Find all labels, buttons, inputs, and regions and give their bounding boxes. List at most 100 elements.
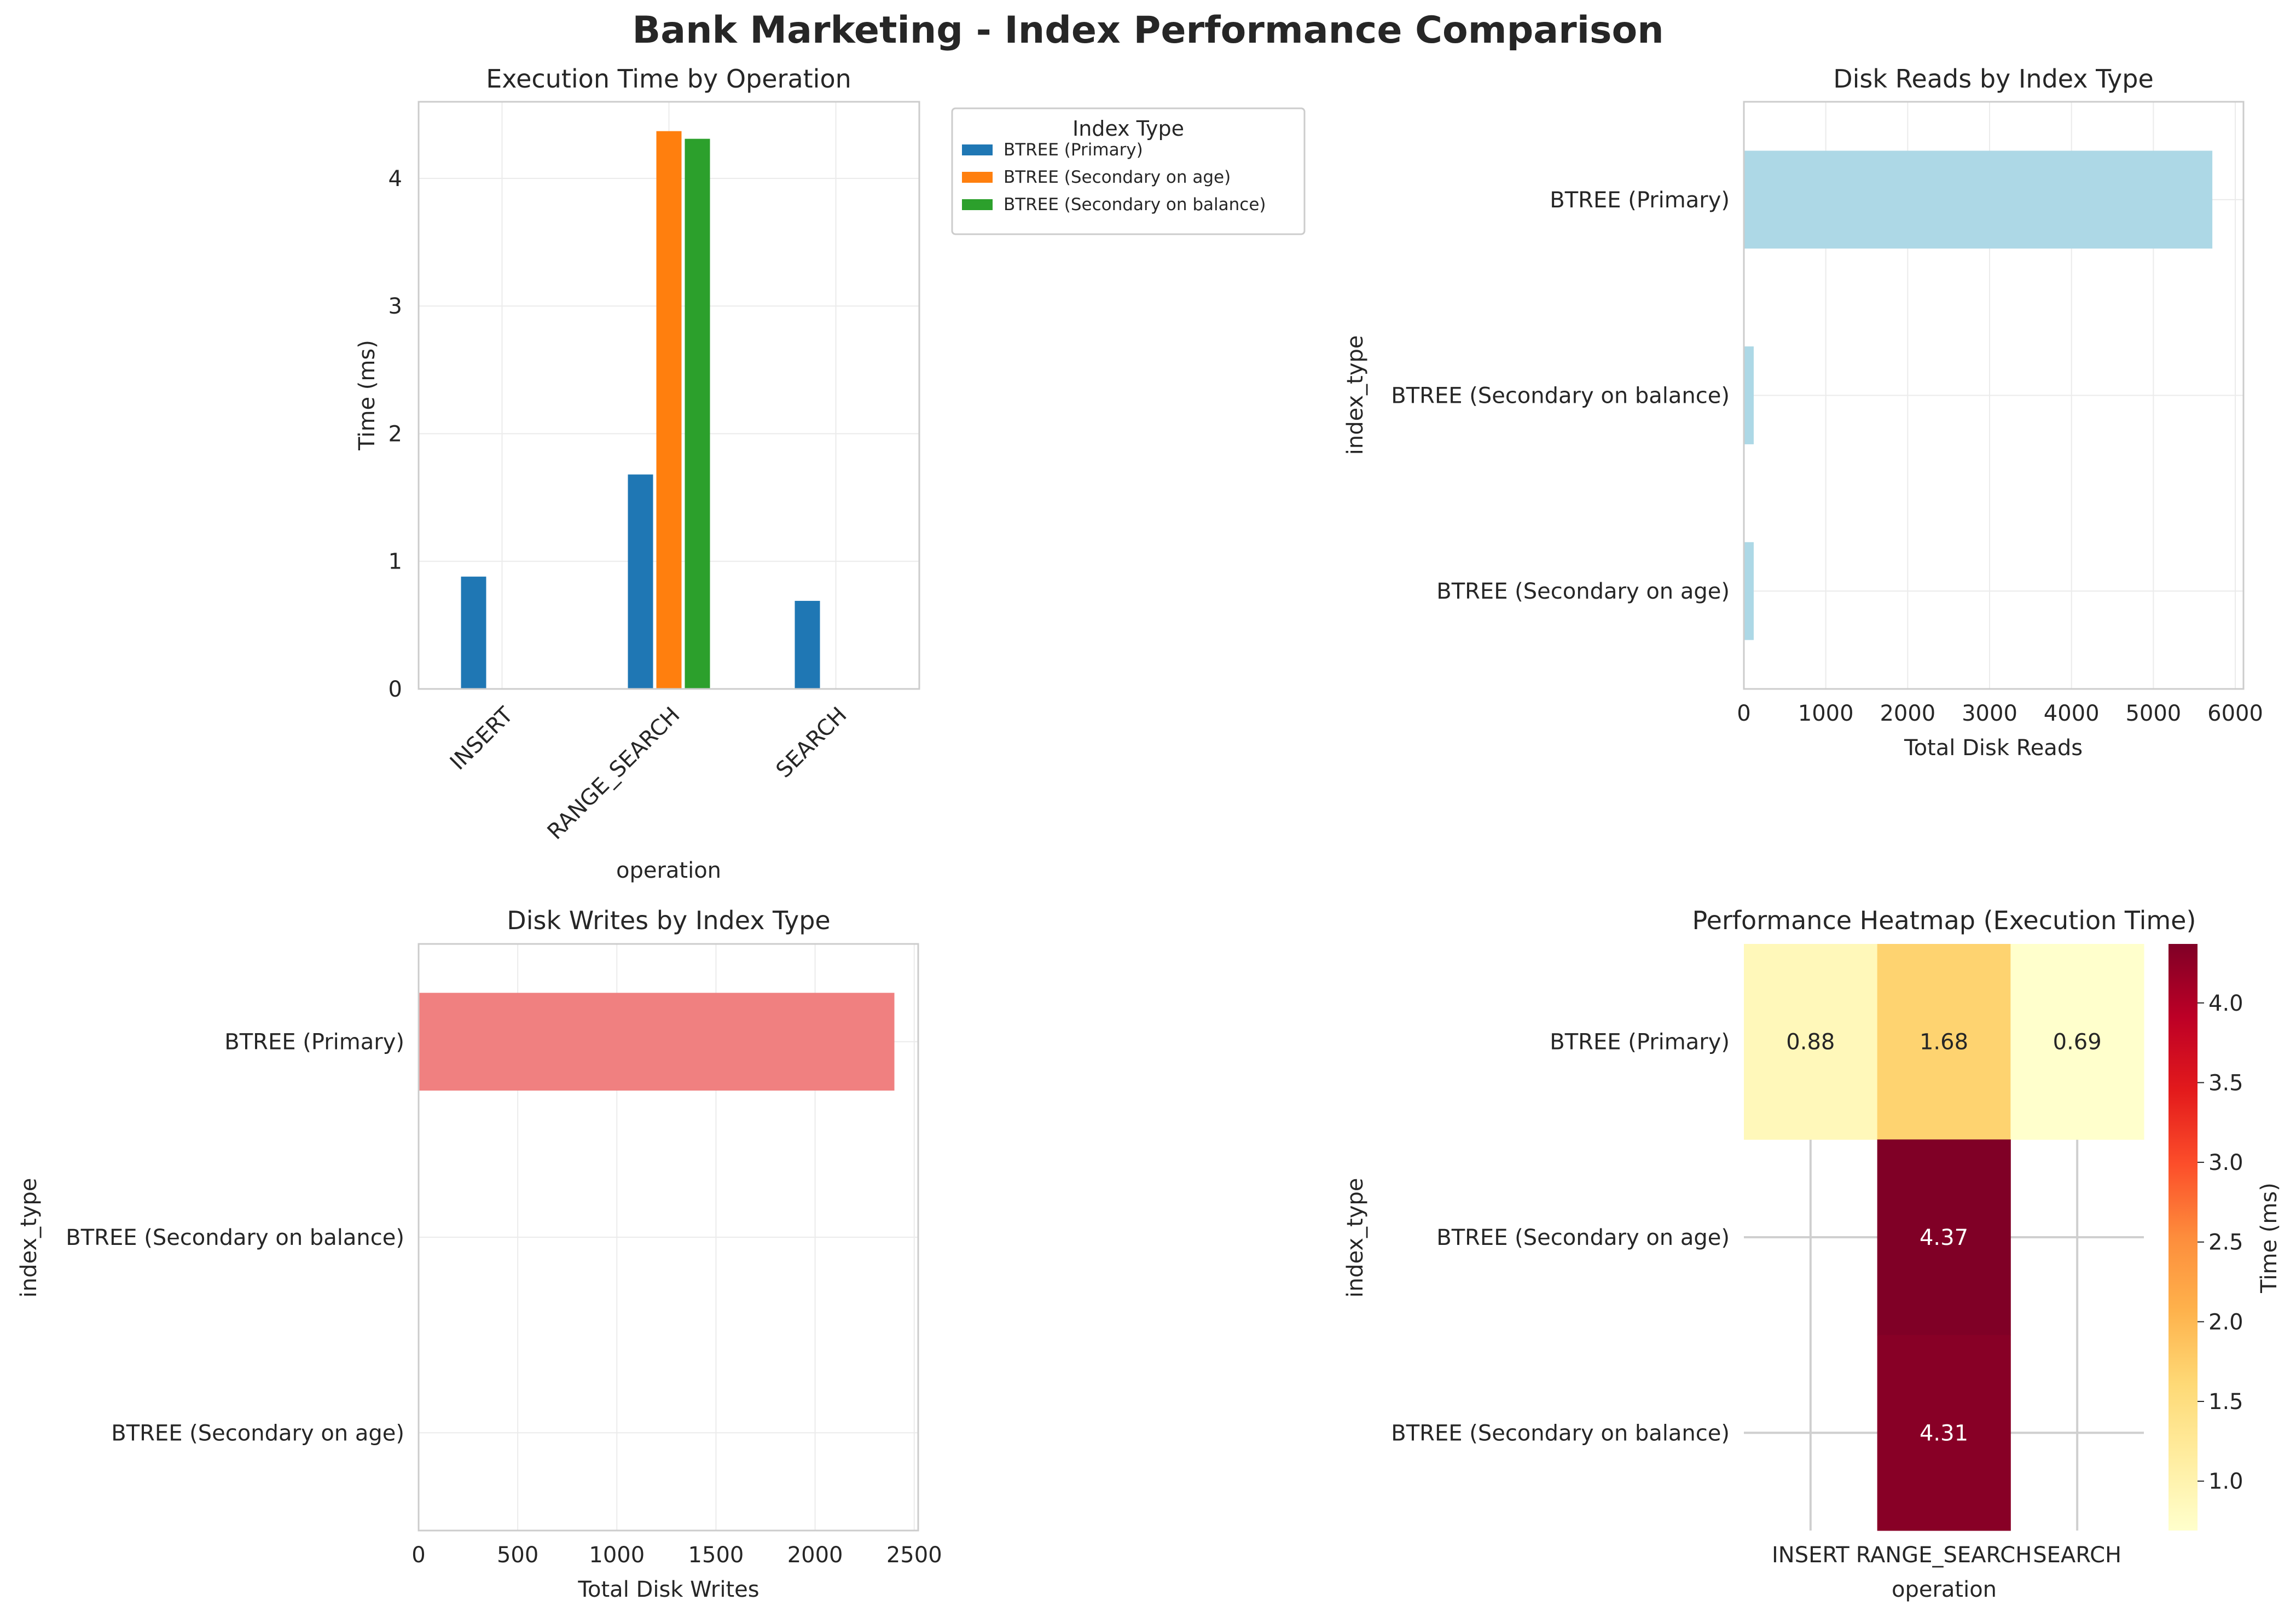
exec-y-tick-label: 2: [389, 421, 402, 447]
exec-bar: [628, 474, 653, 689]
writes-y-axis-label: index_type: [16, 1178, 42, 1298]
exec-bars: [461, 131, 820, 689]
reads-bar: [1744, 150, 2213, 249]
reads-bars: [1744, 150, 2213, 640]
reads-y-ticks: BTREE (Primary) BTREE (Secondary on balan…: [1391, 188, 1730, 604]
heat-x-ticks: INSERT RANGE_SEARCH SEARCH: [1772, 1543, 2121, 1568]
heat-colorbar-label: Time (ms): [2257, 1183, 2282, 1294]
writes-axes-frame: [418, 943, 919, 1532]
heat-cell-value: 0.69: [2053, 1030, 2102, 1055]
exec-title: Execution Time by Operation: [486, 64, 851, 94]
exec-panel: 0 1 2 3 4 INSERT RANGE_SEARCH SEARCH Execution…: [355, 64, 1306, 883]
exec-legend: Index Type BTREE (Primary) BTREE (Seconda…: [951, 107, 1306, 235]
reads-x-tick-label: 5000: [2125, 701, 2181, 726]
heat-x-axis-label: operation: [1892, 1577, 1997, 1602]
reads-y-axis-label: index_type: [1343, 335, 1368, 455]
heat-panel: 0.88 1.68 0.694.374.31 BTREE (Primary)BTRE…: [1343, 906, 2282, 1602]
exec-legend-label: BTREE (Primary): [1004, 140, 1143, 160]
exec-legend-items: BTREE (Primary) BTREE (Secondary on age) B…: [962, 140, 1266, 215]
exec-y-tick-label: 3: [389, 294, 402, 319]
exec-legend-title: Index Type: [1072, 117, 1184, 141]
heat-cell-value: 0.88: [1786, 1030, 1835, 1055]
writes-x-ticks: 0 500 1000 1500 2000 2500: [411, 1543, 942, 1568]
exec-x-ticks: INSERT RANGE_SEARCH SEARCH: [445, 702, 852, 844]
writes-x-tick-label: 500: [497, 1543, 538, 1568]
heat-cell: [1877, 1139, 2011, 1336]
heat-colorbar-tick-label: 1.5: [2208, 1389, 2243, 1415]
writes-x-axis-label: Total Disk Writes: [577, 1577, 759, 1602]
heat-colorbar-tick-label: 2.5: [2208, 1230, 2243, 1255]
heat-colorbar-tick-label: 2.0: [2208, 1309, 2243, 1335]
reads-title: Disk Reads by Index Type: [1833, 64, 2154, 94]
figure-title: Bank Marketing - Index Performance Compa…: [632, 9, 1663, 52]
writes-x-tick-label: 2000: [787, 1543, 843, 1568]
exec-bar: [795, 601, 820, 689]
reads-y-tick-label: BTREE (Secondary on balance): [1391, 384, 1730, 409]
exec-y-ticks: 0 1 2 3 4: [389, 166, 402, 702]
writes-x-tick-label: 1000: [589, 1543, 645, 1568]
writes-bars: [419, 993, 895, 1091]
writes-y-ticks: BTREE (Primary) BTREE (Secondary on balan…: [66, 1030, 404, 1446]
heat-cells: 0.88 1.68 0.69 4.37 4.31: [1744, 944, 2144, 1531]
heat-colorbar-ticks: 1.0 1.5 2.0 2.5 3.0 3.5 4.0: [2198, 991, 2243, 1494]
exec-legend-swatch: [962, 144, 993, 155]
heat-y-tick-label: BTREE (Secondary on age): [1436, 1225, 1730, 1250]
writes-y-tick-label: BTREE (Secondary on age): [111, 1421, 404, 1446]
exec-legend-swatch: [962, 199, 993, 210]
exec-x-tick-label: SEARCH: [772, 703, 852, 783]
exec-legend-box: [951, 107, 1306, 235]
writes-x-tick-label: 0: [411, 1543, 425, 1568]
heat-cell: [2010, 944, 2144, 1140]
writes-title: Disk Writes by Index Type: [507, 906, 830, 935]
heat-cell: [1877, 1335, 2011, 1531]
writes-x-tick-label: 1500: [688, 1543, 744, 1568]
writes-panel: BTREE (Primary) BTREE (Secondary on balan…: [16, 906, 942, 1602]
exec-legend-label: BTREE (Secondary on age): [1004, 167, 1231, 187]
heat-colorbar-tick-label: 3.0: [2208, 1150, 2243, 1175]
exec-y-axis-label: Time (ms): [355, 340, 380, 451]
writes-y-tick-label: BTREE (Secondary on balance): [66, 1225, 404, 1250]
heat-title: Performance Heatmap (Execution Time): [1692, 906, 2196, 935]
heat-y-axis-label: index_type: [1343, 1178, 1368, 1298]
writes-y-tick-label: BTREE (Primary): [224, 1030, 404, 1055]
reads-x-axis-label: Total Disk Reads: [1904, 735, 2083, 761]
reads-bar: [1744, 346, 1754, 444]
reads-x-tick-label: 3000: [1962, 701, 2017, 726]
exec-bar: [685, 138, 710, 689]
exec-y-tick-label: 1: [389, 549, 402, 575]
exec-y-tick-label: 4: [389, 166, 402, 192]
heat-y-tick-label: BTREE (Primary): [1550, 1030, 1730, 1055]
heat-x-tick-label: INSERT: [1772, 1543, 1849, 1568]
heat-y-ticks: BTREE (Primary) BTREE (Secondary on age) B…: [1391, 1030, 1730, 1446]
reads-x-tick-label: 4000: [2044, 701, 2100, 726]
exec-x-tick-label: RANGE_SEARCH: [543, 703, 685, 845]
reads-x-tick-label: 1000: [1798, 701, 1854, 726]
reads-x-ticks: 0 1000 2000 3000 4000 5000 6000: [1737, 701, 2263, 726]
heat-y-tick-label: BTREE (Secondary on balance): [1391, 1421, 1730, 1446]
exec-y-tick-label: 0: [389, 677, 402, 702]
reads-axes-frame: [1743, 101, 2245, 690]
reads-x-tick-label: 6000: [2207, 701, 2263, 726]
reads-y-tick-label: BTREE (Secondary on age): [1436, 579, 1730, 604]
heat-cell-value: 4.31: [1920, 1421, 1968, 1446]
exec-x-tick-label: INSERT: [445, 702, 518, 775]
heat-colorbar-tick-label: 3.5: [2208, 1070, 2243, 1096]
reads-panel: BTREE (Primary) BTREE (Secondary on balan…: [1343, 64, 2263, 761]
heat-cell-value: 1.68: [1920, 1030, 1968, 1055]
heat-cell: [1877, 944, 2011, 1140]
heat-colorbar-tick-label: 4.0: [2208, 991, 2243, 1016]
exec-legend-swatch: [962, 172, 993, 183]
heat-x-tick-label: RANGE_SEARCH: [1856, 1543, 2032, 1568]
exec-x-axis-label: operation: [616, 858, 721, 883]
exec-legend-label: BTREE (Secondary on balance): [1004, 195, 1266, 215]
writes-bar: [419, 993, 895, 1091]
heat-cell: [1744, 944, 1878, 1140]
reads-y-tick-label: BTREE (Primary): [1550, 188, 1730, 213]
exec-bar: [656, 131, 682, 689]
reads-bar: [1744, 542, 1754, 640]
heat-colorbar: 1.0 1.5 2.0 2.5 3.0 3.5 4.0 Time (ms): [2169, 944, 2282, 1531]
exec-axes-frame: [418, 101, 920, 690]
writes-x-tick-label: 2500: [886, 1543, 942, 1568]
